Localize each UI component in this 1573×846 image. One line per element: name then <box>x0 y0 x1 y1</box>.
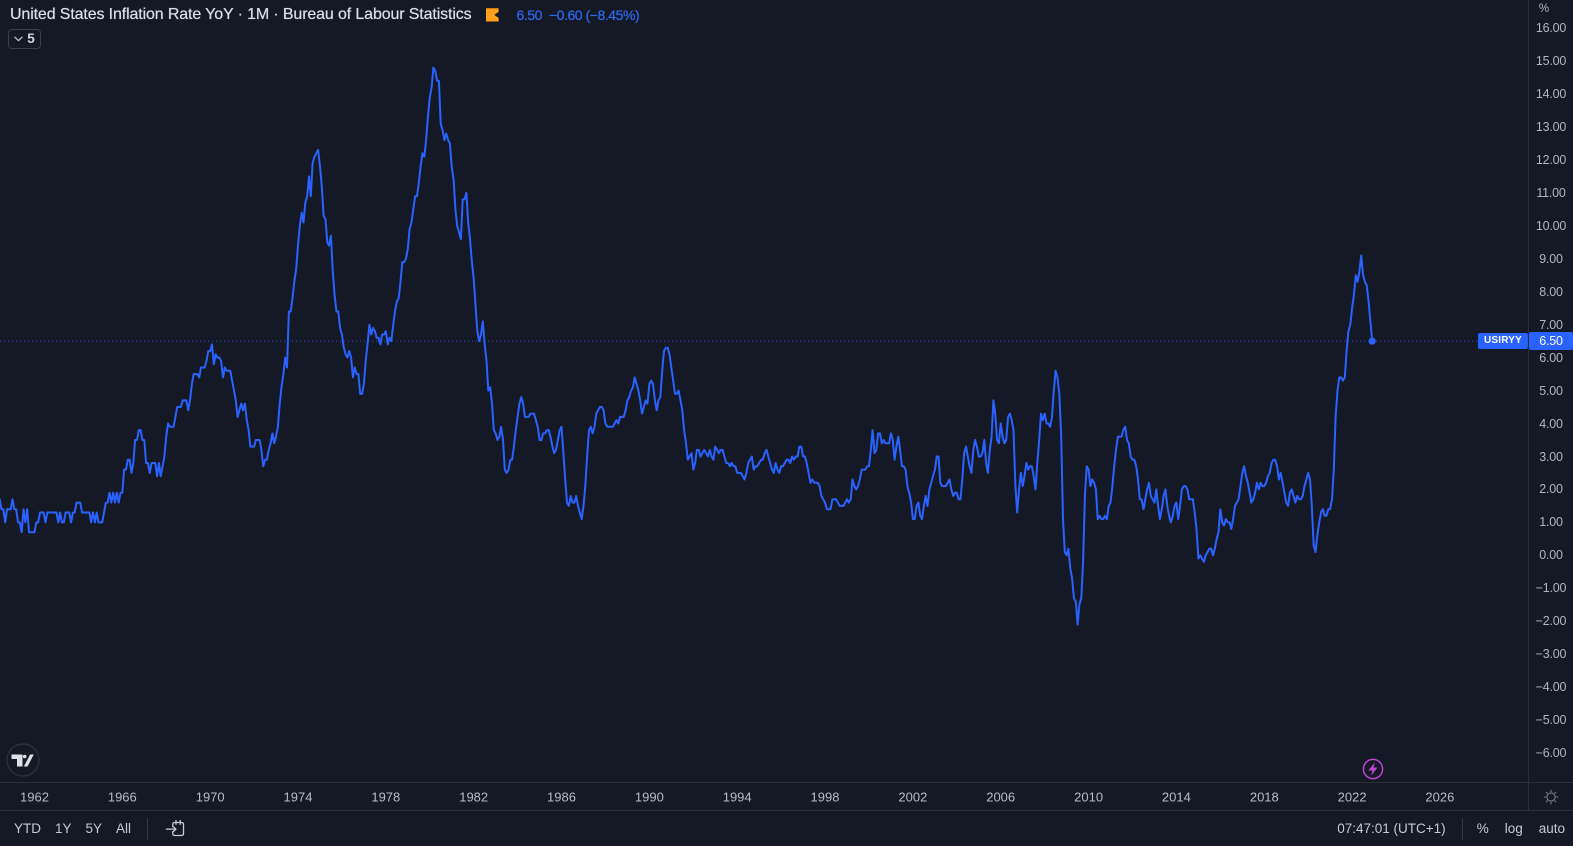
scale-settings-button[interactable] <box>1529 783 1573 810</box>
go-to-date-icon <box>165 819 185 836</box>
range-button-ytd[interactable]: YTD <box>14 820 41 836</box>
interval-value: 5 <box>27 31 35 47</box>
price-tick-label: 12.00 <box>1535 152 1567 167</box>
symbol-title[interactable]: United States Inflation Rate YoY · 1M · … <box>10 5 472 23</box>
toolbar-separator <box>147 817 149 840</box>
time-tick-label: 1962 <box>20 789 49 804</box>
time-tick-label: 2018 <box>1249 789 1279 804</box>
legend: United States Inflation Rate YoY · 1M · … <box>8 4 640 49</box>
log-scale-button[interactable]: log <box>1504 821 1523 836</box>
time-tick-label: 1982 <box>459 789 489 804</box>
price-tick-label: 7.00 <box>1539 317 1563 332</box>
price-tick-label: 5.00 <box>1539 383 1563 398</box>
price-tick-label: 14.00 <box>1535 87 1567 101</box>
price-tick-label: −6.00 <box>1535 746 1567 760</box>
price-tick-label: 11.00 <box>1536 185 1566 200</box>
symbol-price-label: USIRYY <box>1477 333 1528 350</box>
toolbar-separator-right <box>1461 817 1463 840</box>
price-tick-label: 4.00 <box>1539 416 1563 431</box>
price-tick-label: 8.00 <box>1539 284 1563 299</box>
price-scale-border <box>1528 0 1529 810</box>
range-button-5y[interactable]: 5Y <box>85 820 103 836</box>
time-tick-label: 1986 <box>547 789 576 804</box>
time-tick-label: 2022 <box>1337 789 1367 804</box>
toolbar-left: YTD 1Y 5Y All <box>0 817 187 840</box>
price-tick-label: 1.00 <box>1539 515 1563 530</box>
boost-lightning-button[interactable] <box>1362 758 1384 785</box>
price-scale-unit: % <box>1538 3 1550 15</box>
price-tick-label: 10.00 <box>1535 218 1567 233</box>
time-tick-label: 1970 <box>195 789 225 804</box>
price-tick-label: 3.00 <box>1539 449 1563 464</box>
last-value-dot <box>1368 337 1376 345</box>
price-chart[interactable] <box>0 0 1528 782</box>
price-tick-label: 0.00 <box>1539 548 1563 563</box>
chevron-down-icon <box>14 36 23 42</box>
auto-scale-button[interactable]: auto <box>1538 821 1565 836</box>
price-tick-label: −2.00 <box>1535 614 1567 629</box>
tradingview-logo[interactable] <box>6 743 40 782</box>
price-tick-label: −5.00 <box>1535 713 1567 728</box>
price-tick-label: −4.00 <box>1535 680 1567 695</box>
flag-icon[interactable] <box>485 7 499 22</box>
toolbar-right: 07:47:01 (UTC+1) % log auto <box>1337 817 1573 840</box>
bottom-toolbar: YTD 1Y 5Y All 07:47:01 (UTC+1) % log auto <box>0 811 1573 846</box>
time-tick-label: 2026 <box>1425 789 1455 804</box>
time-tick-label: 1998 <box>810 789 840 804</box>
price-tick-label: 6.00 <box>1539 350 1563 365</box>
legend-change-pct: (−8.45%) <box>585 6 640 23</box>
legend-change: −0.60 <box>548 6 583 23</box>
price-tick-label: 9.00 <box>1539 251 1563 266</box>
inflation-line-series <box>0 66 1374 626</box>
price-tick-label: 16.00 <box>1535 21 1567 36</box>
go-to-date-button[interactable] <box>164 818 187 840</box>
last-price-label: 6.50 <box>1529 332 1573 351</box>
price-tick-label: −1.00 <box>1535 581 1567 596</box>
range-button-1y[interactable]: 1Y <box>55 820 72 836</box>
legend-last-value: 6.50 <box>516 6 543 23</box>
time-scale-border <box>0 782 1573 783</box>
range-buttons: YTD 1Y 5Y All <box>14 820 145 838</box>
time-tick-label: 1966 <box>107 789 137 804</box>
price-tick-label: 15.00 <box>1535 54 1567 69</box>
time-tick-label: 1990 <box>634 789 664 804</box>
time-tick-label: 2014 <box>1161 789 1191 804</box>
price-tick-label: −3.00 <box>1535 647 1567 662</box>
interval-dropdown-button[interactable]: 5 <box>8 29 41 49</box>
lightning-icon <box>1362 758 1384 780</box>
gear-icon <box>1543 789 1559 804</box>
price-tick-label: 13.00 <box>1535 120 1567 134</box>
price-scale[interactable]: % 16.00 15.00 14.00 13.00 12.00 11.00 10.00 9.0… <box>1529 0 1573 782</box>
clock-label[interactable]: 07:47:01 (UTC+1) <box>1337 821 1446 836</box>
time-tick-label: 1974 <box>283 789 313 804</box>
time-tick-label: 2006 <box>986 789 1016 804</box>
legend-values: 6.50 −0.60 (−8.45%) <box>517 7 640 23</box>
time-tick-label: 1994 <box>722 789 752 804</box>
price-tick-label: 2.00 <box>1539 482 1563 497</box>
percent-scale-button[interactable]: % <box>1476 821 1489 836</box>
time-tick-label: 2010 <box>1074 789 1104 804</box>
range-button-all[interactable]: All <box>116 820 132 836</box>
time-tick-label: 1978 <box>371 789 401 804</box>
toolbar-border <box>0 810 1573 811</box>
time-tick-label: 2002 <box>898 789 928 804</box>
time-scale[interactable]: 1962 1966 1970 1974 1978 1982 1986 1990 1994 1998… <box>0 783 1528 810</box>
